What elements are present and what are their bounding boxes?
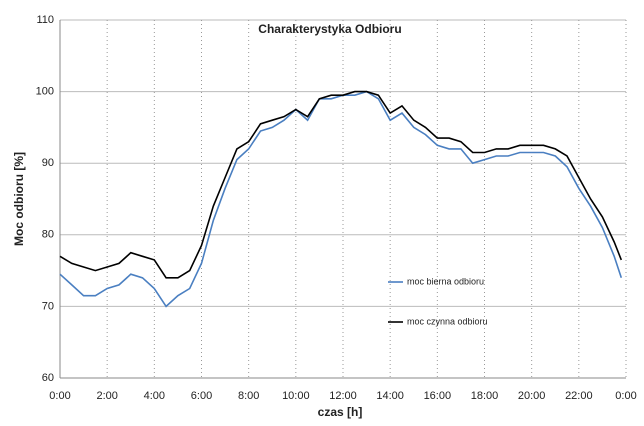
y-tick-label: 110 [36, 14, 54, 26]
x-tick-label: 16:00 [424, 390, 452, 402]
y-tick-label: 60 [42, 372, 54, 384]
data-line [59, 90, 623, 308]
x-tick-label: 0:00 [49, 390, 70, 402]
data-line [59, 90, 623, 279]
y-axis-label: Moc odbioru [%] [12, 152, 26, 246]
y-tick-label: 90 [42, 157, 54, 169]
x-tick-label: 18:00 [471, 390, 499, 402]
legend-label: moc bierna odbioru [407, 276, 484, 286]
x-tick-label: 2:00 [96, 390, 117, 402]
x-tick-label: 8:00 [238, 390, 259, 402]
x-tick-label: 0:00 [615, 390, 636, 402]
y-tick-label: 70 [42, 300, 54, 312]
legend-label: moc czynna odbioru [407, 316, 488, 326]
x-tick-label: 10:00 [282, 390, 310, 402]
x-tick-label: 12:00 [329, 390, 357, 402]
y-tick-label: 100 [36, 86, 54, 98]
x-tick-label: 6:00 [191, 390, 212, 402]
x-axis-label: czas [h] [318, 405, 363, 419]
chart-title: Charakterystyka Odbioru [258, 22, 401, 36]
x-tick-label: 14:00 [376, 390, 404, 402]
x-tick-label: 4:00 [144, 390, 165, 402]
y-tick-label: 80 [42, 229, 54, 241]
x-tick-label: 20:00 [518, 390, 546, 402]
x-tick-label: 22:00 [565, 390, 593, 402]
